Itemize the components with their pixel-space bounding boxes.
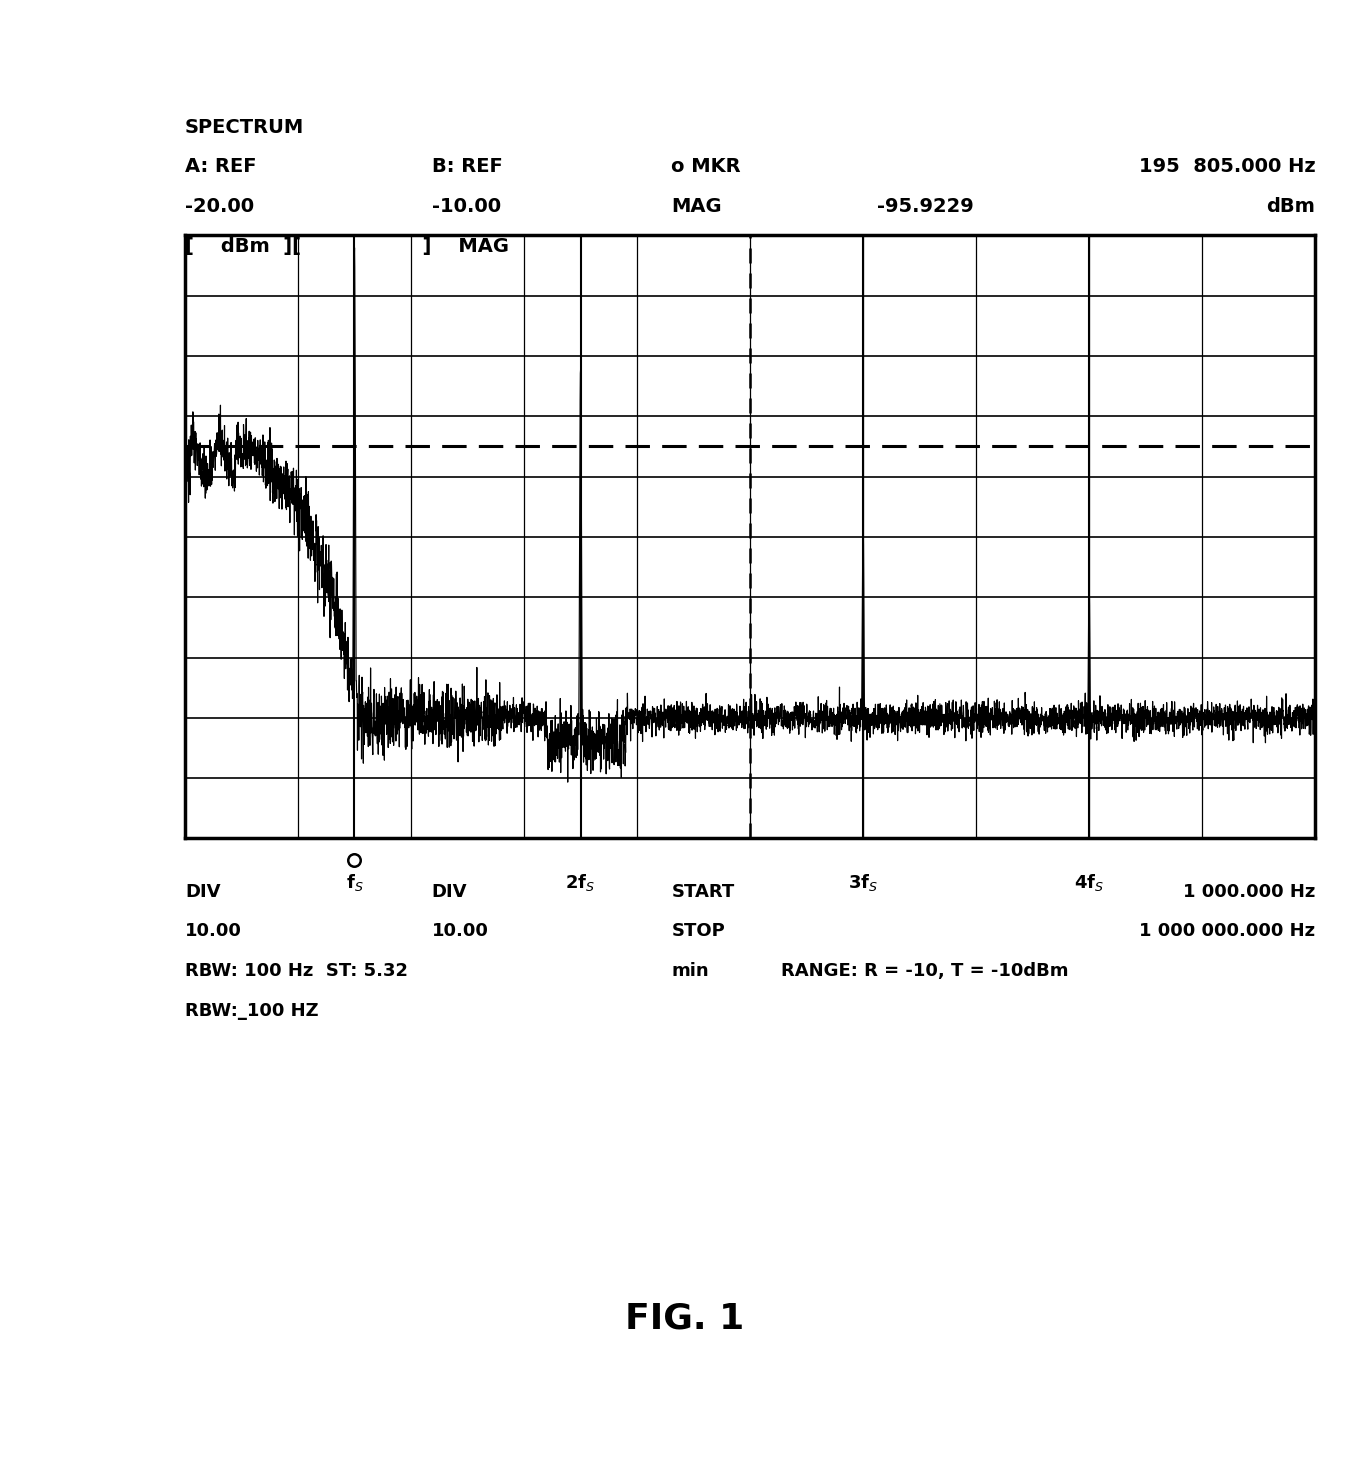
Text: 4f$_S$: 4f$_S$ <box>1074 872 1104 893</box>
Text: [    dBm  ][                  ]    MAG: [ dBm ][ ] MAG <box>185 237 508 256</box>
Text: RBW:_100 HZ: RBW:_100 HZ <box>185 1002 318 1019</box>
Text: -10.00: -10.00 <box>432 197 500 216</box>
Text: 2f$_S$: 2f$_S$ <box>566 872 596 893</box>
Text: -95.9229: -95.9229 <box>877 197 974 216</box>
Text: DIV: DIV <box>432 883 467 900</box>
Text: dBm: dBm <box>1266 197 1315 216</box>
Text: RBW: 100 Hz  ST: 5.32: RBW: 100 Hz ST: 5.32 <box>185 962 408 980</box>
Text: f$_S$: f$_S$ <box>345 872 363 893</box>
Text: -20.00: -20.00 <box>185 197 253 216</box>
Text: A: REF: A: REF <box>185 157 256 177</box>
Text: 3f$_S$: 3f$_S$ <box>848 872 878 893</box>
Text: 195  805.000 Hz: 195 805.000 Hz <box>1138 157 1315 177</box>
Text: MAG: MAG <box>671 197 722 216</box>
Text: FIG. 1: FIG. 1 <box>625 1302 745 1336</box>
Text: RANGE: R = -10, T = -10dBm: RANGE: R = -10, T = -10dBm <box>781 962 1069 980</box>
Text: 10.00: 10.00 <box>185 922 242 940</box>
Text: DIV: DIV <box>185 883 221 900</box>
Text: STOP: STOP <box>671 922 725 940</box>
Text: o MKR: o MKR <box>671 157 741 177</box>
Text: START: START <box>671 883 734 900</box>
Text: 1 000.000 Hz: 1 000.000 Hz <box>1182 883 1315 900</box>
Text: min: min <box>671 962 708 980</box>
Text: 10.00: 10.00 <box>432 922 489 940</box>
Text: SPECTRUM: SPECTRUM <box>185 118 304 137</box>
Text: B: REF: B: REF <box>432 157 503 177</box>
Text: 1 000 000.000 Hz: 1 000 000.000 Hz <box>1138 922 1315 940</box>
